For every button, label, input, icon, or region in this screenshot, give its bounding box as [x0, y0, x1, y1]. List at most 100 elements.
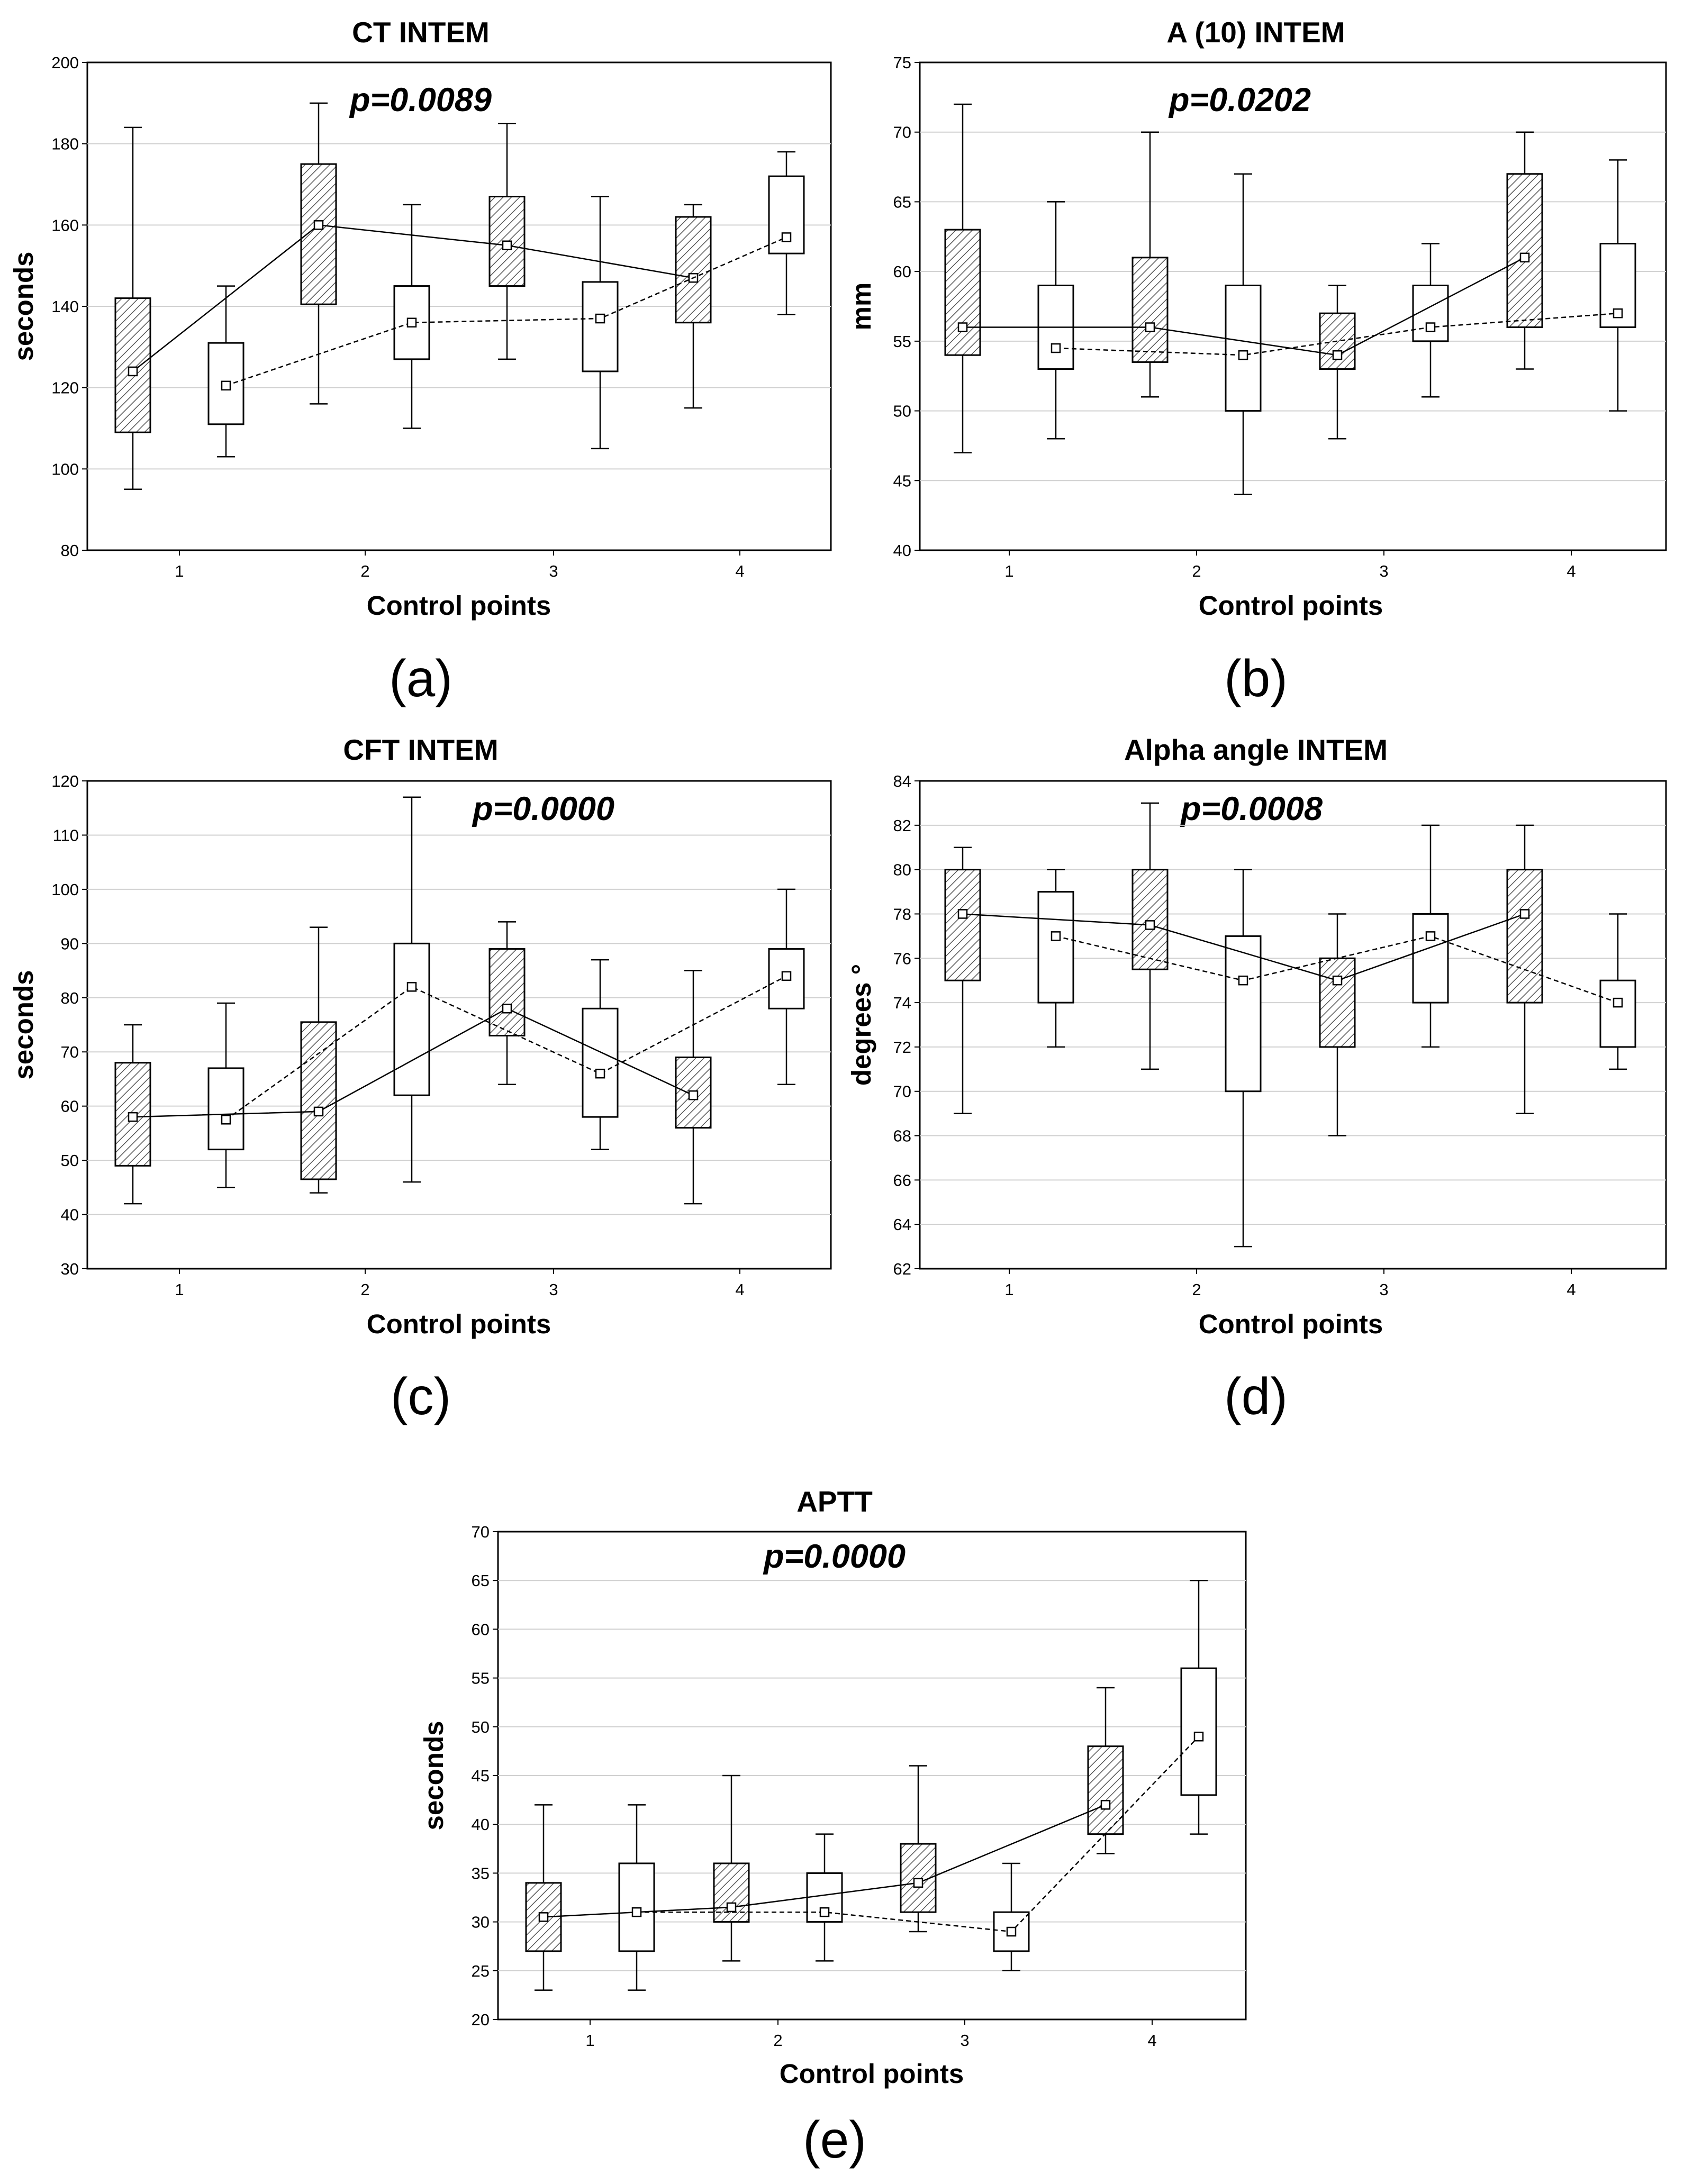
panel-a-y-tick-label: 120 [51, 379, 79, 397]
panel-e-iqr-box [713, 1862, 750, 1923]
panel-d-iqr-box [1319, 957, 1356, 1048]
panel-a-median-marker [313, 220, 324, 230]
panel-c-x-ticks: 1 2 3 4 [175, 1269, 745, 1299]
panel-b-open-box-4 [1599, 159, 1636, 412]
panel-a-gridlines [87, 143, 831, 470]
panel-b-iqr-box [1319, 312, 1356, 370]
panel-b-median-marker [1145, 322, 1155, 332]
panel-b-x-tick-label: 4 [1567, 562, 1576, 580]
panel-b-y-axis-label: mm [846, 283, 876, 331]
panel-a-iqr-box [582, 281, 619, 372]
panel-e-p-value: p=0.0000 [763, 1538, 906, 1575]
panel-c-open-box-1 [207, 1002, 245, 1188]
panel-a-y-tick-label: 180 [51, 135, 79, 153]
panel-e-y-tick-label: 30 [472, 1913, 490, 1932]
panel-e-boxes [525, 1579, 1217, 1991]
panel-a-median-marker [502, 240, 512, 250]
panel-d-hatched-median-line [962, 913, 1525, 981]
panel-c-y-tick-label: 60 [61, 1097, 79, 1116]
panel-e-y-tick-label: 50 [472, 1718, 490, 1736]
panel-c-x-axis-label: Control points [367, 1309, 551, 1339]
panel-d-x-tick-label: 1 [1004, 1280, 1013, 1299]
panel-e-open-box-1 [618, 1804, 655, 1991]
panel-a-median-lines [128, 220, 792, 391]
panel-b-median-marker [1425, 322, 1436, 332]
panel-d-y-tick-label: 78 [893, 905, 911, 923]
panel-e-median-marker [631, 1907, 642, 1917]
panel-d-iqr-box [1037, 891, 1074, 1004]
panel-d-hatched-box-3 [1319, 913, 1356, 1136]
panel-c-hatched-median-line [132, 1007, 694, 1118]
panel-a-y-tick-label: 100 [51, 460, 79, 478]
panel-d-caption: (d) [1224, 1367, 1288, 1425]
panel-b-y-tick-label: 75 [893, 53, 911, 72]
panel-b-y-tick-label: 55 [893, 332, 911, 351]
panel-d-y-tick-label: 70 [893, 1082, 911, 1101]
panel-e-median-lines [538, 1731, 1204, 1937]
panel-a-median-marker [128, 366, 138, 377]
panel-d-title: Alpha angle INTEM [1124, 733, 1388, 766]
panel-d-iqr-box [944, 869, 981, 981]
panel-b-median-marker [1051, 343, 1061, 353]
panel-d-y-tick-label: 64 [893, 1215, 911, 1234]
panel-c-y-tick-label: 90 [61, 934, 79, 953]
panel-c-median-marker [688, 1090, 699, 1100]
panel-d-iqr-box [1131, 869, 1169, 970]
panel-d-y-tick-label: 68 [893, 1127, 911, 1145]
panel-d-y-tick-label: 74 [893, 994, 911, 1012]
panel-d-y-axis-label: degrees ° [846, 964, 876, 1086]
panel-d-median-marker [1519, 909, 1530, 919]
panel-c-iqr-box [207, 1067, 245, 1151]
panel-c-p-value: p=0.0000 [472, 790, 614, 827]
panel-e-y-axis-label: seconds [419, 1721, 449, 1831]
panel-b-y-tick-label: 70 [893, 123, 911, 142]
panel-e-median-marker [726, 1902, 737, 1913]
panel-d-x-ticks: 1 2 3 4 [1004, 1269, 1576, 1299]
panel-d-gridlines [920, 824, 1666, 1225]
panel-d-iqr-box [1506, 869, 1543, 1004]
panel-d-y-tick-label: 62 [893, 1260, 911, 1278]
panel-c-iqr-box [300, 1021, 337, 1180]
panel-a-x-tick-label: 2 [360, 562, 369, 580]
panel-e-y-tick-label: 40 [472, 1815, 490, 1834]
panel-a: CT INTEM p=0.0089 80 100 120 140 160 180 200 1… [8, 16, 832, 707]
panel-c-hatched-box-1 [114, 1024, 151, 1205]
panel-e-y-ticks: 20 25 30 35 40 45 50 55 60 65 70 [472, 1523, 498, 2029]
panel-d-iqr-box [1412, 913, 1449, 1004]
panel-b-hatched-box-2 [1131, 131, 1169, 398]
panel-a-median-marker [781, 232, 792, 242]
panel-b-title: A (10) INTEM [1166, 16, 1345, 49]
panel-d-median-marker [1145, 920, 1155, 930]
panel-e-y-tick-label: 20 [472, 2010, 490, 2029]
panel-c-plot-frame [86, 780, 832, 1270]
panel-a-median-marker [406, 317, 417, 327]
panel-a-caption: (a) [389, 649, 452, 707]
panel-c-hatched-box-2 [300, 926, 337, 1194]
panel-b-median-marker [1613, 308, 1623, 319]
panel-a-y-tick-label: 140 [51, 297, 79, 316]
panel-d-x-axis-label: Control points [1199, 1309, 1383, 1339]
panel-e-x-axis-label: Control points [780, 2059, 964, 2089]
panel-a-hatched-box-4 [675, 204, 712, 409]
panel-c-median-marker [502, 1004, 512, 1014]
panel-d-median-lines [957, 909, 1623, 1008]
panel-e-median-marker [819, 1907, 830, 1917]
panel-b-y-tick-label: 40 [893, 541, 911, 560]
panel-b-iqr-box [944, 229, 981, 356]
panel-d-median-marker [1051, 931, 1061, 941]
panel-a-x-axis-label: Control points [367, 590, 551, 621]
panel-b-y-ticks: 40 45 50 55 60 65 70 75 [893, 53, 920, 560]
panel-e-open-median-line [637, 1736, 1199, 1933]
panel-c-hatched-box-3 [488, 921, 526, 1085]
panel-c-hatched-box-4 [675, 970, 712, 1205]
panel-c-iqr-box [582, 1007, 619, 1118]
panel-b-hatched-median-line [963, 257, 1525, 356]
panel-c-iqr-box [488, 948, 526, 1036]
panel-b-x-tick-label: 2 [1192, 562, 1201, 580]
panel-a-y-tick-label: 160 [51, 216, 79, 234]
panel-d-y-tick-label: 80 [893, 861, 911, 879]
panel-b-iqr-box [1131, 257, 1169, 363]
panel-e-median-marker [913, 1878, 924, 1888]
panel-c-median-marker [406, 982, 417, 992]
panel-d-y-tick-label: 76 [893, 949, 911, 968]
